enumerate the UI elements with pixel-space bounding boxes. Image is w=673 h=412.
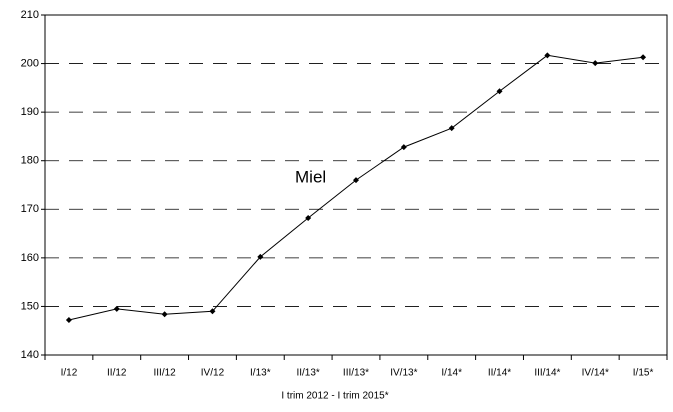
x-tick-label: IV/13* — [390, 368, 417, 379]
marker — [161, 311, 168, 318]
plot-frame — [44, 14, 668, 356]
x-tick-label: I/12 — [61, 368, 78, 379]
x-tick-label: I/13* — [250, 368, 271, 379]
marker — [592, 60, 599, 67]
y-tick-label: 170 — [21, 203, 39, 215]
line — [68, 54, 644, 321]
marker — [65, 317, 72, 324]
y-tick-label: 180 — [21, 155, 39, 167]
marker — [209, 308, 216, 315]
marker — [640, 54, 647, 61]
x-tick-label: II/12 — [107, 368, 127, 379]
x-axis-label: I trim 2012 - I trim 2015* — [281, 391, 388, 402]
y-tick-label: 150 — [21, 300, 39, 312]
x-tick-label: II/14* — [488, 368, 511, 379]
y-tick-label: 190 — [21, 106, 39, 118]
marker — [544, 52, 551, 59]
x-tick-label: III/12 — [153, 368, 176, 379]
marker — [400, 144, 407, 151]
marker — [305, 215, 312, 222]
x-tick-label: I/14* — [441, 368, 462, 379]
x-tick-label: IV/14* — [582, 368, 609, 379]
x-tick-label: I/15* — [633, 368, 654, 379]
marker — [257, 253, 264, 260]
annotation: Miel — [295, 167, 326, 186]
marker — [496, 88, 503, 95]
x-tick-label: IV/12 — [201, 368, 225, 379]
y-tick-label: 140 — [21, 349, 39, 361]
x-tick-label: III/14* — [534, 368, 560, 379]
x-tick-label: III/13* — [343, 368, 369, 379]
marker — [353, 177, 359, 184]
y-tick-label: 160 — [21, 252, 39, 264]
marker — [113, 305, 120, 312]
x-tick-label: II/13* — [296, 368, 319, 379]
marker — [448, 125, 455, 132]
y-tick-label: 210 — [21, 9, 39, 21]
y-tick-label: 200 — [21, 57, 39, 69]
